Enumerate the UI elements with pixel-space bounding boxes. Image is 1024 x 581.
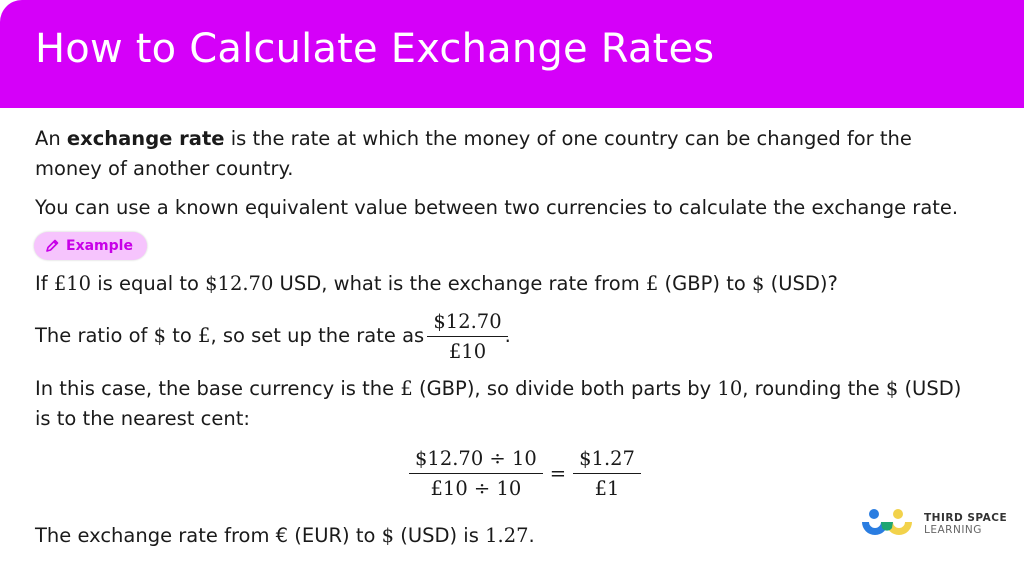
method-text: You can use a known equivalent value bet… xyxy=(35,196,959,219)
calculation-equation: $12.70 ÷ 10 £10 ÷ 10 = $1.27 £1 xyxy=(409,447,641,500)
pencil-icon xyxy=(46,239,59,252)
explanation-line-1: In this case, the base currency is the £… xyxy=(35,377,962,400)
example-badge: Example xyxy=(34,232,147,260)
fraction-left: $12.70 ÷ 10 £10 ÷ 10 xyxy=(409,447,543,500)
ratio-fraction: $12.70 £10 xyxy=(427,310,508,363)
equals-sign: = xyxy=(549,462,567,485)
fraction-right: $1.27 £1 xyxy=(573,447,641,500)
third-space-learning-logo: THIRD SPACE LEARNING xyxy=(862,508,1007,540)
question-text: If £10 is equal to $12.70 USD, what is t… xyxy=(35,272,838,295)
definition-line-2: money of another country. xyxy=(35,157,294,180)
conclusion-text: The exchange rate from € (EUR) to $ (USD… xyxy=(35,524,535,547)
header-banner: How to Calculate Exchange Rates xyxy=(0,0,1024,108)
ratio-text: The ratio of $ to £, so set up the rate … xyxy=(35,310,511,363)
page-title: How to Calculate Exchange Rates xyxy=(35,26,715,72)
definition-line-1: An exchange rate is the rate at which th… xyxy=(35,127,912,150)
example-label: Example xyxy=(66,238,133,254)
logo-icon xyxy=(862,509,912,535)
explanation-line-2: is to the nearest cent: xyxy=(35,407,250,430)
